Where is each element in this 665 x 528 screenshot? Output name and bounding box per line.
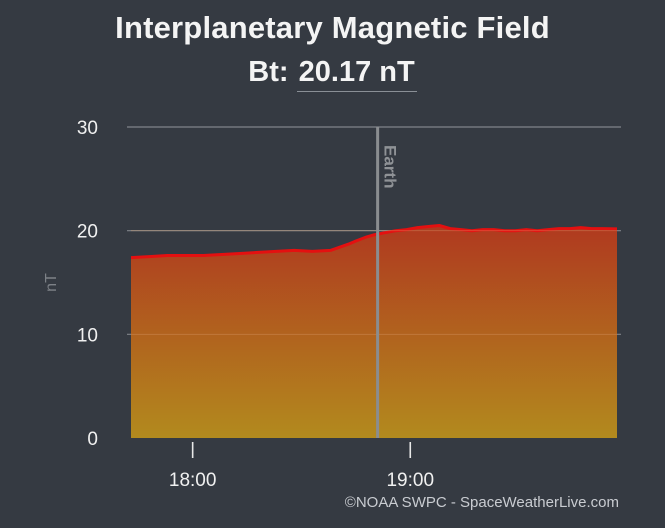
bt-value-box: 20.17 nT <box>296 56 417 92</box>
y-tick-label: 30 <box>77 118 98 139</box>
x-tick-label: 19:00 <box>386 470 434 491</box>
chart-title: Interplanetary Magnetic Field <box>115 10 550 45</box>
series-line <box>130 224 618 260</box>
area-fill <box>131 225 617 438</box>
earth-marker-label: Earth <box>381 145 400 188</box>
y-axis-label: nT <box>43 273 60 292</box>
bt-label: Bt: <box>248 56 289 88</box>
credit-text: ©NOAA SWPC - SpaceWeatherLive.com <box>344 494 619 511</box>
x-tick-label: 18:00 <box>169 470 217 491</box>
y-tick-label: 10 <box>77 325 98 346</box>
bt-readout: Bt: 20.17 nT <box>0 56 665 92</box>
y-tick-label: 0 <box>87 429 98 450</box>
y-tick-label: 20 <box>77 222 98 243</box>
bt-value: 20.17 <box>298 56 372 88</box>
bt-unit: nT <box>379 56 415 88</box>
